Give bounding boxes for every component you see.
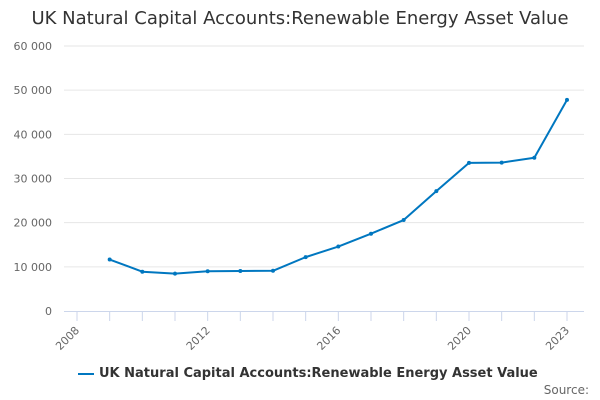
data-point bbox=[238, 269, 243, 274]
y-tick-label: 30 000 bbox=[14, 173, 53, 186]
legend[interactable]: UK Natural Capital Accounts:Renewable En… bbox=[78, 366, 538, 381]
data-point bbox=[173, 271, 177, 276]
y-tick-label: 10 000 bbox=[14, 261, 53, 274]
y-tick-label: 50 000 bbox=[14, 84, 53, 97]
data-point bbox=[369, 231, 373, 236]
chart-title: UK Natural Capital Accounts:Renewable En… bbox=[31, 8, 569, 29]
data-point bbox=[271, 268, 275, 273]
data-point bbox=[303, 255, 308, 260]
data-point bbox=[205, 269, 210, 274]
data-point bbox=[499, 160, 504, 165]
data-point bbox=[336, 244, 341, 249]
data-point bbox=[565, 97, 569, 102]
y-tick-label: 20 000 bbox=[14, 217, 53, 230]
y-tick-label: 60 000 bbox=[14, 40, 53, 53]
source-label: Source: bbox=[543, 383, 589, 397]
x-tick-label: 2012 bbox=[184, 324, 213, 353]
data-point bbox=[401, 218, 406, 223]
data-point bbox=[467, 160, 471, 165]
x-tick-label: 2008 bbox=[53, 324, 82, 353]
x-tick-label: 2020 bbox=[445, 324, 474, 353]
data-point bbox=[107, 257, 112, 262]
data-point bbox=[140, 269, 145, 274]
data-point bbox=[434, 189, 439, 194]
data-point bbox=[532, 155, 537, 160]
x-tick-label: 2016 bbox=[314, 324, 343, 353]
x-tick-label: 2023 bbox=[543, 324, 572, 353]
legend-swatch bbox=[78, 372, 94, 375]
y-tick-label: 40 000 bbox=[14, 128, 53, 141]
y-tick-label: 0 bbox=[45, 305, 52, 318]
legend-label: UK Natural Capital Accounts:Renewable En… bbox=[99, 366, 538, 381]
